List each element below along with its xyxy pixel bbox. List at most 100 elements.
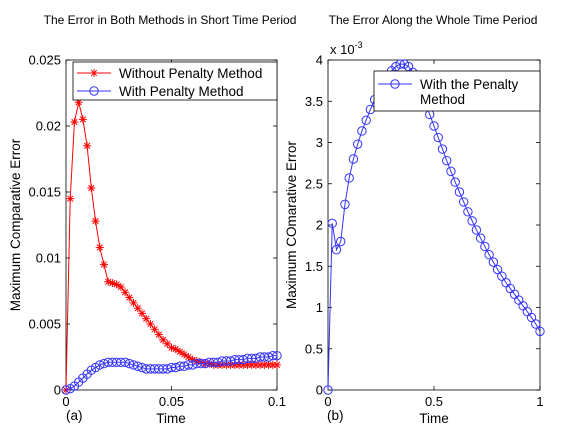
y-tick-label: 0.005 xyxy=(28,317,61,332)
y-tick-label: 4 xyxy=(316,53,323,68)
x-tick-label: 0.5 xyxy=(425,394,443,409)
data-point xyxy=(120,357,130,367)
data-point xyxy=(133,361,143,371)
data-point xyxy=(83,141,92,150)
data-point xyxy=(128,360,139,370)
panel-a-legend: Without Penalty Method With Penalty Metho… xyxy=(72,61,278,101)
panel-a-legend-box xyxy=(72,61,278,101)
x-tick-label: 0 xyxy=(324,394,331,409)
legend-label: Without Penalty Method xyxy=(119,66,262,81)
y-tick-label: 3 xyxy=(316,135,323,150)
data-point xyxy=(446,166,456,177)
panel-b-legend-box xyxy=(373,70,541,112)
y-tick-label: 1 xyxy=(316,300,323,315)
data-point xyxy=(429,121,439,131)
data-point xyxy=(112,280,121,289)
data-point xyxy=(323,385,333,395)
data-point xyxy=(471,225,482,235)
y-tick-label: 3.5 xyxy=(305,94,323,109)
data-point xyxy=(268,350,278,361)
panel-a-label: (a) xyxy=(66,408,83,423)
x-tick-label: 0.05 xyxy=(159,394,184,409)
data-point xyxy=(154,330,163,339)
data-point xyxy=(484,250,494,260)
legend-marker xyxy=(89,86,99,96)
data-point xyxy=(480,241,490,252)
data-point xyxy=(70,118,79,127)
data-point xyxy=(531,319,541,329)
panel-a: The Error in Both Methods in Short Time … xyxy=(8,13,296,426)
data-point xyxy=(535,326,545,337)
data-point xyxy=(78,115,87,124)
data-point xyxy=(340,199,350,210)
data-point xyxy=(272,350,282,361)
data-point xyxy=(475,233,486,243)
data-point xyxy=(492,264,503,275)
data-point xyxy=(116,283,125,292)
data-point xyxy=(66,194,75,203)
data-point xyxy=(108,279,117,288)
data-point xyxy=(99,260,108,269)
data-point xyxy=(437,144,448,154)
data-point xyxy=(129,298,138,307)
data-point xyxy=(133,304,142,313)
y-tick-label: 0 xyxy=(316,383,323,398)
panel-a-title: The Error in Both Methods in Short Time … xyxy=(44,13,297,27)
data-point xyxy=(95,360,105,370)
x-tick-label: 0.1 xyxy=(268,394,286,409)
data-point xyxy=(467,216,477,226)
legend-label: With Penalty Method xyxy=(119,84,244,99)
data-point xyxy=(450,177,460,187)
data-point xyxy=(125,293,134,302)
data-point xyxy=(124,358,135,369)
data-point xyxy=(150,325,159,334)
y-tick-label: 2.5 xyxy=(305,176,323,191)
data-point xyxy=(146,320,155,328)
data-point xyxy=(458,197,469,207)
panel-b-ylabel: Maximum COmarative Error xyxy=(284,140,299,309)
panel-b-y-multiplier: x 10-3 xyxy=(330,40,363,57)
data-point xyxy=(454,187,465,197)
data-point xyxy=(488,257,499,267)
data-point xyxy=(344,173,354,183)
y-tick-label: 0.025 xyxy=(28,53,61,68)
legend-marker xyxy=(90,69,98,77)
data-point xyxy=(442,155,452,166)
x-tick-label: 0 xyxy=(62,394,69,409)
data-point xyxy=(352,139,363,149)
data-point xyxy=(497,271,507,281)
data-point xyxy=(433,132,443,143)
panel-b-legend: With the Penalty Method xyxy=(373,70,541,112)
data-point xyxy=(395,59,405,69)
y-tick-label: 0.01 xyxy=(36,251,61,266)
data-point xyxy=(142,314,151,323)
data-point xyxy=(121,288,130,297)
y-tick-label: 1.5 xyxy=(305,259,323,274)
data-point xyxy=(327,218,337,229)
data-point xyxy=(357,126,367,136)
data-point xyxy=(348,154,359,164)
y-tick-label: 0.5 xyxy=(305,341,323,356)
data-point xyxy=(180,350,189,359)
panel-b-label: (b) xyxy=(327,408,344,423)
panel-a-ticks: 0 0.05 0.1 0 0.005 0.01 0.015 0.02 0.025 xyxy=(28,53,286,410)
legend-marker xyxy=(390,79,400,89)
data-point xyxy=(87,184,96,193)
data-point xyxy=(91,217,100,226)
panel-b-title: The Error Along the Whole Time Period xyxy=(329,13,538,27)
data-point xyxy=(61,385,71,395)
data-point xyxy=(526,312,537,323)
y-tick-label: 2 xyxy=(316,218,323,233)
data-point xyxy=(159,335,168,344)
data-point xyxy=(171,345,180,354)
x-tick-label: 1 xyxy=(536,394,543,409)
panel-b-xlabel: Time xyxy=(419,411,449,426)
y-tick-label: 0.015 xyxy=(28,185,61,200)
panel-a-series xyxy=(61,98,282,395)
panel-a-xlabel: Time xyxy=(156,411,186,426)
y-tick-label: 0 xyxy=(54,383,61,398)
data-point xyxy=(463,207,473,217)
data-point xyxy=(273,360,281,369)
